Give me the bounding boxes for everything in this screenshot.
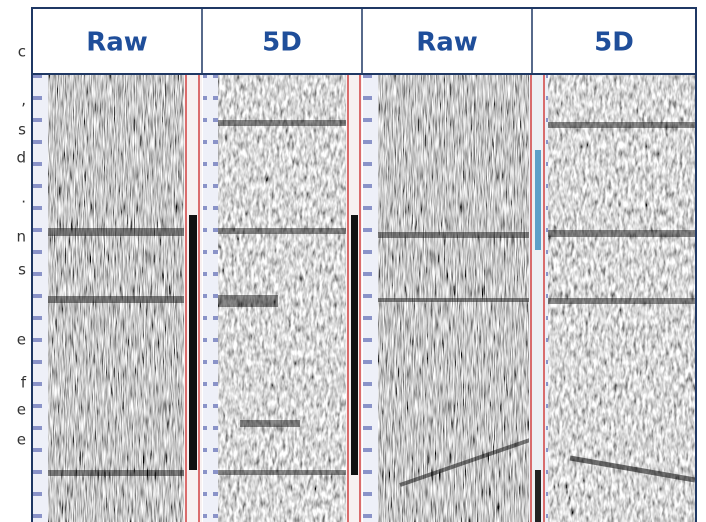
margin-char: d bbox=[16, 149, 26, 167]
well-log bbox=[529, 75, 546, 522]
margin-char: s bbox=[18, 121, 26, 139]
margin-char: , bbox=[21, 91, 26, 109]
well-log bbox=[184, 75, 202, 522]
margin-text: c , s d . n s e f e e bbox=[16, 43, 26, 449]
margin-char: e bbox=[17, 331, 26, 349]
margin-char: s bbox=[18, 261, 26, 279]
header: Raw 5D Raw 5D bbox=[32, 8, 696, 74]
margin-char: e bbox=[17, 401, 26, 419]
margin-char: . bbox=[21, 189, 26, 207]
margin-char: e bbox=[17, 431, 26, 449]
seismic-panels bbox=[33, 75, 695, 522]
margin-char: n bbox=[16, 228, 26, 246]
column-header: 5D bbox=[594, 28, 634, 58]
margin-char: c bbox=[18, 43, 26, 61]
depth-axis bbox=[33, 75, 48, 522]
column-header: Raw bbox=[416, 28, 478, 58]
well-log bbox=[346, 75, 362, 522]
column-header: Raw bbox=[86, 28, 148, 58]
depth-axis bbox=[363, 75, 378, 522]
figure: c , s d . n s e f e e bbox=[0, 0, 706, 522]
margin-char: f bbox=[21, 374, 27, 392]
depth-axis bbox=[203, 75, 218, 522]
column-header: 5D bbox=[262, 28, 302, 58]
